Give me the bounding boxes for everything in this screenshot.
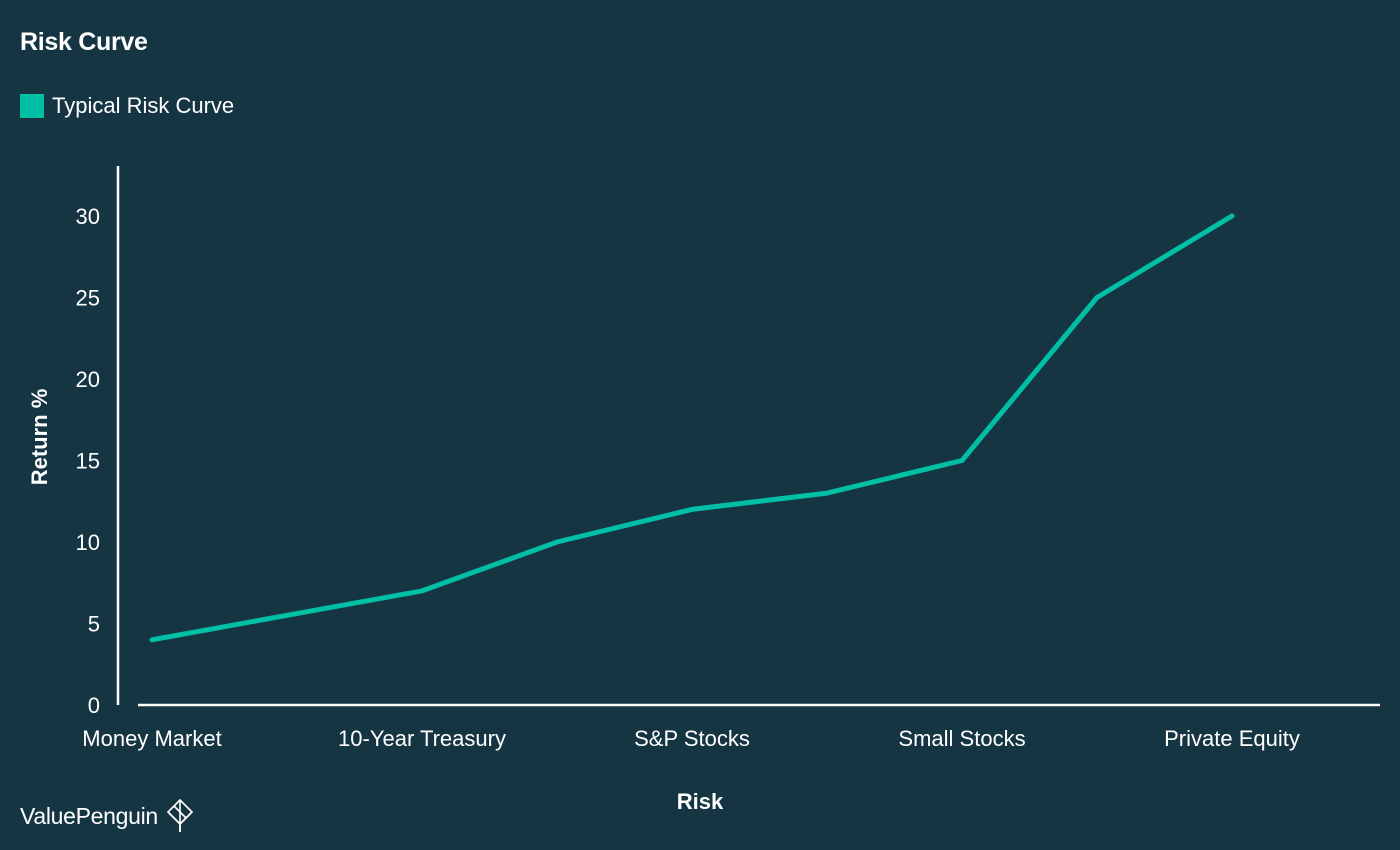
y-tick-label: 30 <box>76 204 100 229</box>
x-axis-title: Risk <box>677 789 724 814</box>
series-lines <box>149 213 1235 643</box>
y-tick-label: 5 <box>88 612 100 637</box>
x-tick-label: Money Market <box>82 726 221 751</box>
x-tick-label: Small Stocks <box>898 726 1025 751</box>
axes <box>116 166 1380 707</box>
x-tick-label: Private Equity <box>1164 726 1300 751</box>
x-tick-label: S&P Stocks <box>634 726 750 751</box>
legend-swatch <box>20 94 44 118</box>
y-tick-label: 0 <box>88 693 100 718</box>
y-tick-labels: 0 5 10 15 20 25 30 <box>76 204 100 718</box>
valuepenguin-logo-icon <box>166 798 194 832</box>
series-line-typical-risk-curve <box>149 213 1235 643</box>
brand-name: ValuePenguin <box>20 802 158 829</box>
y-tick-label: 25 <box>76 286 100 311</box>
chart-title: Risk Curve <box>20 28 148 56</box>
y-tick-label: 10 <box>76 530 100 555</box>
y-tick-label: 15 <box>76 449 100 474</box>
brand-logo: ValuePenguin <box>20 798 198 834</box>
y-axis-title: Return % <box>27 389 52 486</box>
x-tick-labels: Money Market 10-Year Treasury S&P Stocks Sm… <box>82 726 1300 751</box>
legend: Typical Risk Curve <box>20 93 234 119</box>
legend-label: Typical Risk Curve <box>52 93 235 118</box>
y-tick-label: 20 <box>76 367 100 392</box>
x-tick-label: 10-Year Treasury <box>338 726 506 751</box>
